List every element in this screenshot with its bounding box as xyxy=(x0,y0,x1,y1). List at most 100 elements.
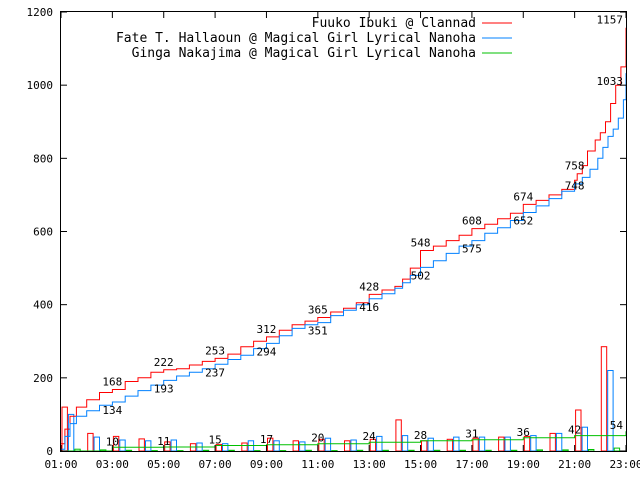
data-label: 193 xyxy=(154,382,174,395)
hourly-bar xyxy=(395,419,402,452)
hourly-bar xyxy=(581,426,588,452)
data-label: 134 xyxy=(102,404,122,417)
y-tick-label: 400 xyxy=(33,299,53,312)
y-tick-label: 200 xyxy=(33,372,53,385)
data-label: 294 xyxy=(257,345,277,358)
data-label: 428 xyxy=(359,280,379,293)
hourly-bar xyxy=(453,436,460,452)
hourly-bar xyxy=(478,436,486,452)
hourly-bar xyxy=(138,438,145,452)
data-label: 365 xyxy=(308,303,328,316)
hourly-bar xyxy=(356,449,364,452)
data-label: 674 xyxy=(513,190,533,203)
hourly-bar xyxy=(170,439,178,452)
axes xyxy=(60,11,627,452)
data-label: 351 xyxy=(308,325,328,338)
hourly-bar xyxy=(504,436,511,452)
hourly-bars xyxy=(61,346,621,452)
hourly-bar xyxy=(459,449,467,452)
hourly-bar xyxy=(202,449,210,452)
series-line xyxy=(61,73,627,450)
data-label: 15 xyxy=(208,434,221,447)
hourly-bar xyxy=(613,447,621,452)
hourly-bar xyxy=(67,413,75,452)
data-label: 42 xyxy=(568,424,581,437)
data-label: 1033 xyxy=(597,75,624,88)
data-label: 253 xyxy=(205,344,225,357)
x-tick-label: 17:00 xyxy=(455,458,488,471)
hourly-bar xyxy=(607,370,614,452)
data-label: 748 xyxy=(565,179,585,192)
data-label: 652 xyxy=(513,214,533,227)
x-tick-label: 19:00 xyxy=(507,458,540,471)
y-tick-label: 1200 xyxy=(27,6,54,19)
hourly-bar xyxy=(555,432,563,452)
hourly-bar xyxy=(376,435,383,452)
data-label: 31 xyxy=(465,428,478,441)
data-label: 222 xyxy=(154,356,174,369)
data-label: 548 xyxy=(411,237,431,250)
data-label: 20 xyxy=(311,432,324,445)
y-tick-label: 1000 xyxy=(27,79,54,92)
hourly-bar xyxy=(485,449,492,452)
y-tick-label: 600 xyxy=(33,226,53,239)
hourly-bar xyxy=(299,441,306,452)
axis-ticks: 0 200 400 600 800 1000 1200 01:00 03:00 05:00 07:0… xyxy=(27,6,640,471)
data-label: 575 xyxy=(462,243,482,256)
legend-entry: Ginga Nakajima @ Magical Girl Lyrical Na… xyxy=(132,46,476,61)
data-label: 36 xyxy=(517,426,530,439)
data-label: 758 xyxy=(565,160,585,173)
data-label: 24 xyxy=(363,430,377,443)
data-label: 416 xyxy=(359,301,379,314)
data-label: 11 xyxy=(157,435,170,448)
legend-entry: Fuuko Ibuki @ Clannad xyxy=(312,16,476,31)
hourly-bar xyxy=(119,439,126,452)
x-tick-label: 11:00 xyxy=(301,458,334,471)
hourly-bar xyxy=(87,432,94,452)
data-label: 1157 xyxy=(597,14,624,27)
data-label: 502 xyxy=(411,269,431,282)
hourly-bar xyxy=(145,440,152,452)
hourly-bar xyxy=(588,449,595,452)
cumulative-lines xyxy=(61,27,627,452)
x-tick-label: 01:00 xyxy=(44,458,77,471)
hourly-bar xyxy=(292,440,300,452)
x-tick-label: 15:00 xyxy=(404,458,437,471)
data-label: 237 xyxy=(205,366,225,379)
hourly-bar xyxy=(401,435,409,452)
hourly-bar xyxy=(222,443,229,452)
x-tick-label: 23:00 xyxy=(609,458,640,471)
series-line xyxy=(61,27,627,445)
plot-frame xyxy=(60,11,627,452)
hourly-bar xyxy=(562,449,569,452)
data-label: 312 xyxy=(257,323,277,336)
hourly-bar xyxy=(241,442,248,452)
data-label: 28 xyxy=(414,429,427,442)
hourly-bar xyxy=(125,449,133,452)
hourly-bar xyxy=(273,440,280,452)
y-tick-label: 800 xyxy=(33,152,53,165)
data-label: 17 xyxy=(260,433,273,446)
hourly-bar xyxy=(408,449,415,452)
hourly-bar xyxy=(93,436,100,452)
x-tick-label: 05:00 xyxy=(147,458,180,471)
hourly-bar xyxy=(427,437,434,452)
hourly-bar xyxy=(344,440,351,452)
hourly-bar xyxy=(350,439,357,452)
legend-entry: Fate T. Hallaoun @ Magical Girl Lyrical … xyxy=(116,31,476,46)
data-label: 10 xyxy=(106,435,119,448)
x-tick-label: 03:00 xyxy=(96,458,129,471)
hourly-bar xyxy=(305,449,312,452)
hourly-bar xyxy=(382,449,389,452)
hourly-bar xyxy=(433,449,441,452)
hourly-bar xyxy=(421,440,428,452)
x-tick-label: 07:00 xyxy=(199,458,232,471)
hourly-bar xyxy=(549,432,556,452)
x-tick-label: 21:00 xyxy=(558,458,591,471)
data-labels: 1682222533123654285486086747581157134193… xyxy=(102,14,623,449)
hourly-bar xyxy=(536,449,543,452)
hourly-bar xyxy=(228,449,235,452)
x-tick-label: 09:00 xyxy=(250,458,283,471)
